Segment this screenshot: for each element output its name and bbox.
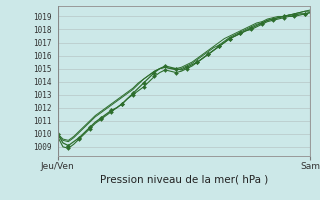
X-axis label: Pression niveau de la mer( hPa ): Pression niveau de la mer( hPa ) — [100, 175, 268, 185]
